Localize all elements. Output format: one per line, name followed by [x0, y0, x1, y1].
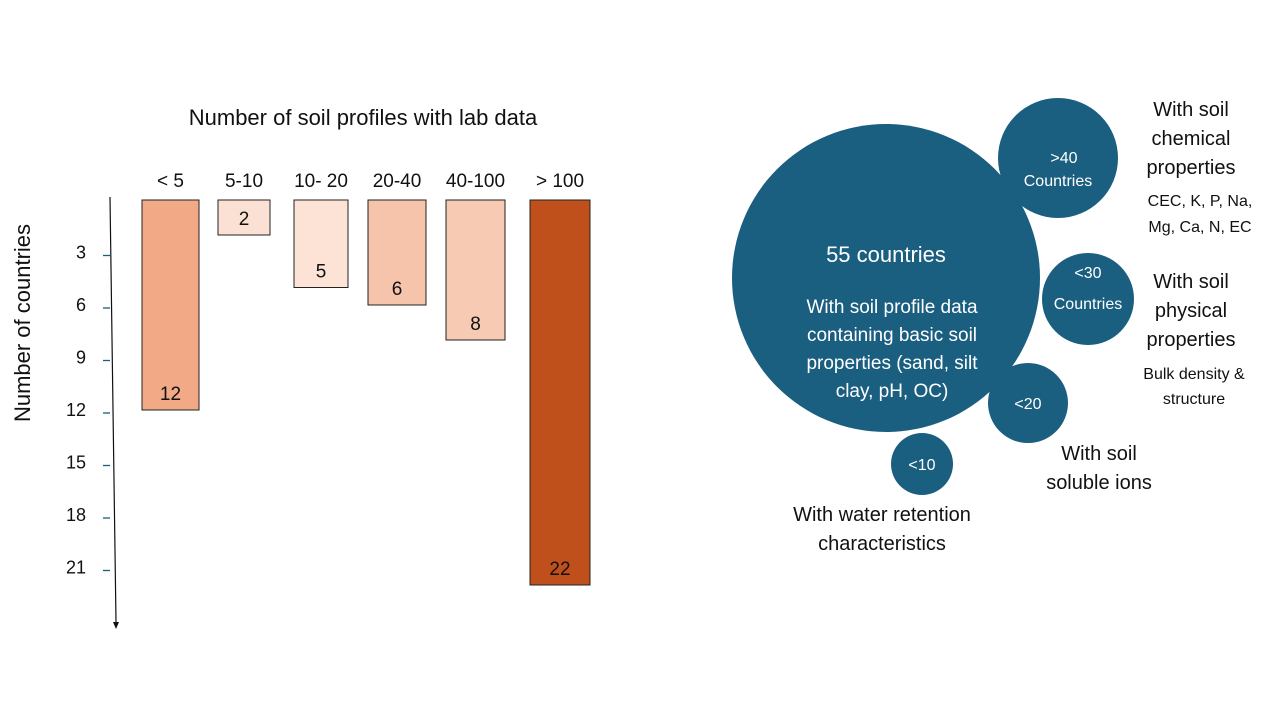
- y-tick-label: 21: [66, 558, 86, 578]
- value-label: 5: [316, 262, 327, 283]
- main-bubble-line: With soil profile data: [806, 297, 978, 318]
- physical-label: properties: [1147, 329, 1236, 351]
- chemical-detail: Mg, Ca, N, EC: [1148, 219, 1251, 236]
- bar: [217, 199, 271, 236]
- category-label: 5-10: [225, 171, 263, 192]
- value-label: 6: [392, 279, 403, 300]
- y-tick-label: 3: [76, 243, 86, 263]
- physical-label: physical: [1155, 300, 1227, 322]
- chart-title: Number of soil profiles with lab data: [189, 105, 538, 130]
- bar: [367, 199, 427, 306]
- category-label: < 5: [157, 171, 184, 192]
- y-tick-label: 9: [76, 348, 86, 368]
- physical-label: With soil: [1153, 271, 1229, 293]
- soluble-ions-label: With soil: [1061, 443, 1137, 465]
- value-label: 2: [239, 209, 250, 230]
- physical-detail: structure: [1163, 391, 1225, 408]
- chemical-label: chemical: [1152, 128, 1231, 150]
- value-label: 12: [160, 384, 181, 405]
- bars: [141, 199, 591, 586]
- y-axis-label: Number of countries: [10, 224, 35, 422]
- bar-chart: Number of soil profiles with lab data Nu…: [10, 105, 591, 629]
- physical-detail: Bulk density &: [1143, 366, 1245, 383]
- bar: [445, 199, 506, 341]
- bubble-diagram: 55 countries With soil profile data cont…: [732, 98, 1252, 555]
- chemical-detail: CEC, K, P, Na,: [1148, 193, 1253, 210]
- main-bubble-headline: 55 countries: [826, 242, 946, 267]
- physical-bubble-value: Countries: [1054, 296, 1122, 313]
- chemical-bubble: [998, 98, 1118, 218]
- value-label: 8: [470, 314, 481, 335]
- y-axis-ticks: 3 6 9 12 15 18 21: [66, 243, 110, 578]
- water-retention-label: characteristics: [818, 533, 946, 555]
- water-retention-label: With water retention: [793, 504, 971, 526]
- y-tick-label: 6: [76, 295, 86, 315]
- bar: [529, 199, 591, 586]
- category-labels: < 5 5-10 10- 20 20-40 40-100 > 100: [157, 171, 584, 192]
- y-axis-arrow-icon: [113, 622, 119, 629]
- soluble-ions-label: soluble ions: [1046, 472, 1152, 494]
- soluble-ions-bubble-value: <20: [1014, 396, 1041, 413]
- y-axis-line: [109, 196, 117, 623]
- bar: [293, 199, 349, 288]
- main-bubble: [732, 124, 1040, 432]
- chemical-bubble-value: Countries: [1024, 173, 1092, 190]
- bar: [141, 199, 200, 411]
- chemical-label: With soil: [1153, 99, 1229, 121]
- main-bubble-line: containing basic soil: [807, 325, 977, 346]
- y-tick-label: 15: [66, 453, 86, 473]
- physical-bubble-value: <30: [1074, 265, 1101, 282]
- category-label: 10- 20: [294, 171, 348, 192]
- water-retention-bubble-value: <10: [908, 457, 935, 474]
- physical-bubble: [1042, 253, 1134, 345]
- main-bubble-line: properties (sand, silt: [806, 353, 978, 374]
- chemical-bubble-value: >40: [1050, 150, 1077, 167]
- water-retention-bubble: [891, 433, 953, 495]
- y-tick-label: 12: [66, 400, 86, 420]
- soluble-ions-bubble: [988, 363, 1068, 443]
- y-tick-label: 18: [66, 505, 86, 525]
- value-labels: 12 2 5 6 8 22: [160, 209, 571, 580]
- category-label: > 100: [536, 171, 584, 192]
- value-label: 22: [549, 559, 570, 580]
- chemical-label: properties: [1147, 157, 1236, 179]
- category-label: 20-40: [373, 171, 422, 192]
- main-bubble-line: clay, pH, OC): [836, 381, 949, 402]
- category-label: 40-100: [446, 171, 505, 192]
